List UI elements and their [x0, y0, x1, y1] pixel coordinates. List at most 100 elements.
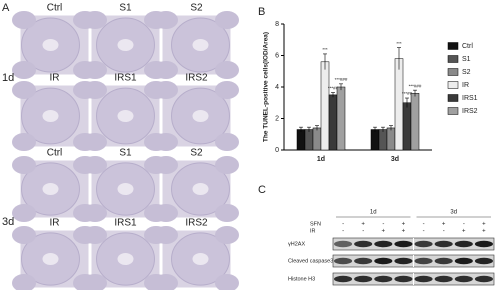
lumen: [192, 183, 209, 195]
blot-band: [394, 240, 413, 248]
treatment-sign: -: [423, 222, 425, 228]
tubule-edge: [83, 61, 107, 79]
tubule-edge: [83, 156, 107, 174]
bar: [410, 93, 420, 151]
significance-label: ***###: [335, 77, 348, 82]
image-label: IR: [50, 218, 60, 229]
row-label: 3d: [2, 216, 14, 228]
treatment-sign: +: [462, 229, 466, 235]
tubule-edge: [215, 274, 239, 290]
blot-label: γH2AX: [288, 241, 305, 247]
bar: [394, 58, 404, 151]
tubule-edge: [154, 11, 178, 29]
blot-band: [414, 240, 433, 248]
treatment-sign: +: [442, 222, 446, 228]
significance-label: ***###: [409, 83, 422, 88]
blot-band: [394, 275, 413, 283]
group-label: 1d: [370, 210, 377, 216]
image-label: S1: [119, 148, 132, 159]
group-label: 3d: [450, 210, 457, 216]
bar: [370, 129, 380, 151]
blot-band: [334, 240, 353, 248]
treatment-sign: -: [382, 222, 384, 228]
tubule-edge: [215, 204, 239, 222]
image-label: IRS2: [185, 73, 208, 84]
lumen: [42, 183, 59, 195]
tubule-edge: [154, 204, 178, 222]
tubule-edge: [154, 274, 178, 290]
tubule-edge: [154, 81, 178, 99]
y-axis-label: The TUNEL-positive cells(IOD/Area): [263, 32, 270, 142]
blot-band: [374, 275, 393, 283]
blot-band: [454, 257, 473, 265]
bar: [328, 94, 338, 151]
blot-band: [474, 240, 493, 248]
tubule-edge: [215, 226, 239, 244]
bar: [320, 61, 330, 151]
tubule-edge: [12, 204, 36, 222]
blot-band: [374, 240, 393, 248]
image-label: S2: [190, 148, 203, 159]
significance-label: ***##: [402, 91, 413, 96]
treatment-sign: -: [342, 229, 344, 235]
tubule-edge: [154, 61, 178, 79]
legend-swatch: [447, 81, 459, 89]
blot-band: [454, 240, 473, 248]
blot-band: [414, 257, 433, 265]
legend-swatch: [447, 55, 459, 63]
blot-band: [474, 257, 493, 265]
treatment-sign: +: [402, 229, 406, 235]
tubule-edge: [154, 226, 178, 244]
legend-label: IRS1: [462, 95, 478, 102]
legend-swatch: [447, 94, 459, 102]
image-label: Ctrl: [47, 3, 63, 14]
blot-band: [334, 257, 353, 265]
blot-band: [414, 275, 433, 283]
tubule-edge: [83, 226, 107, 244]
row-label: 1d: [2, 72, 14, 84]
image-label: IR: [50, 73, 60, 84]
blot-label: Histone H3: [288, 276, 315, 282]
blot-label: Cleaved caspase3: [288, 258, 333, 264]
blot-band: [354, 240, 373, 248]
tubule-edge: [12, 61, 36, 79]
bar: [304, 129, 314, 151]
y-tick-label: 8: [275, 21, 279, 28]
blot-band: [354, 275, 373, 283]
tubule-edge: [83, 11, 107, 29]
tubule-edge: [215, 11, 239, 29]
significance-label: ***##: [328, 86, 339, 91]
blot-band: [434, 275, 453, 283]
lumen: [42, 110, 59, 122]
tubule-edge: [12, 156, 36, 174]
lumen: [117, 253, 134, 265]
tubule-edge: [12, 274, 36, 290]
lumen: [42, 253, 59, 265]
significance-label: ***: [322, 47, 328, 52]
y-tick-label: 2: [275, 115, 279, 122]
tubule-edge: [83, 274, 107, 290]
legend-label: S2: [462, 69, 471, 76]
legend-swatch: [447, 107, 459, 115]
tubule-edge: [12, 11, 36, 29]
legend-label: S1: [462, 56, 471, 63]
tubule-edge: [12, 81, 36, 99]
bar: [378, 129, 388, 151]
lumen: [117, 110, 134, 122]
tubule-edge: [215, 156, 239, 174]
bar: [312, 127, 322, 151]
lumen: [117, 183, 134, 195]
panel-label: A: [2, 2, 10, 14]
image-label: S2: [190, 3, 203, 14]
significance-label: ***: [396, 41, 402, 46]
lumen: [42, 39, 59, 51]
panel-label: C: [258, 184, 266, 196]
treatment-sign: -: [362, 229, 364, 235]
legend-swatch: [447, 42, 459, 50]
lumen: [192, 110, 209, 122]
blot-band: [434, 240, 453, 248]
tubule-edge: [154, 156, 178, 174]
treatment-sign: -: [342, 222, 344, 228]
blot-band: [454, 275, 473, 283]
blot-band: [434, 257, 453, 265]
